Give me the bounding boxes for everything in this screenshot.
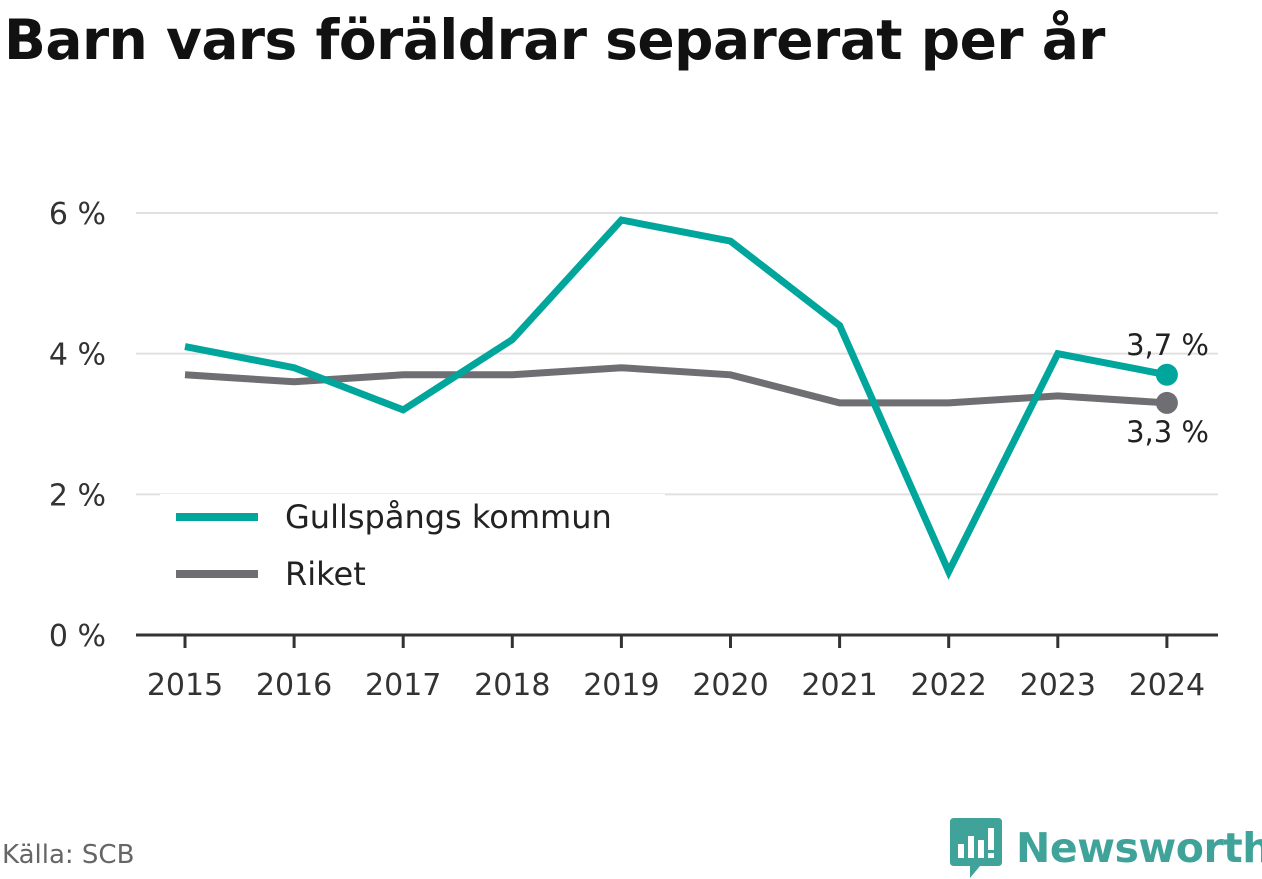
y-tick-label: 4 %: [49, 338, 106, 373]
x-tick-label: 2015: [147, 668, 223, 703]
brand-logo: Newsworthy: [950, 818, 1262, 878]
x-tick-label: 2019: [583, 668, 659, 703]
x-tick-label: 2018: [474, 668, 550, 703]
x-axis: 2015 2016 2017 2018 2019 2020 2021 2022 2023 2024: [136, 633, 1218, 703]
legend: Gullspångs kommun Riket: [160, 494, 665, 612]
x-tick-label: 2022: [911, 668, 987, 703]
series-line-riket: [184, 364, 1168, 407]
end-label-gullspang: 3,7 %: [1126, 328, 1209, 362]
x-tick-label: 2023: [1020, 668, 1096, 703]
source-note: Källa: SCB: [2, 840, 135, 870]
y-tick-label: 2 %: [49, 478, 106, 513]
x-tick-label: 2024: [1129, 668, 1205, 703]
chart-title: Barn vars föräldrar separerat per år: [4, 8, 1105, 72]
x-tick-label: 2020: [692, 668, 768, 703]
end-label-riket: 3,3 %: [1126, 415, 1209, 449]
x-tick-label: 2017: [365, 668, 441, 703]
legend-label: Gullspångs kommun: [285, 498, 612, 536]
legend-label: Riket: [285, 555, 366, 593]
y-tick-label: 6 %: [49, 197, 106, 232]
x-tick-label: 2021: [801, 668, 877, 703]
series-lines: [184, 216, 1178, 580]
end-marker: [1155, 363, 1178, 386]
series-line-gullspang: [184, 216, 1168, 580]
end-marker: [1155, 391, 1178, 414]
x-tick-label: 2016: [256, 668, 332, 703]
newsworthy-logo-icon: [950, 818, 1002, 878]
y-tick-label: 0 %: [49, 619, 106, 654]
brand-name: Newsworthy: [1016, 824, 1262, 872]
end-labels: 3,7 % 3,3 %: [1126, 328, 1209, 449]
y-axis-labels: 0 % 2 % 4 % 6 %: [49, 197, 106, 654]
